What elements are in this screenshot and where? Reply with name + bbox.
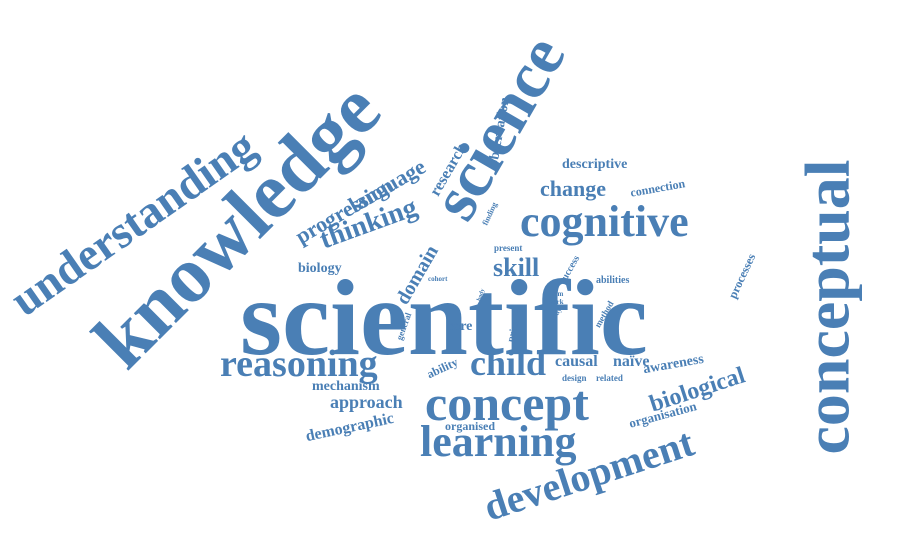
word-cohort: cohort <box>428 275 448 283</box>
word-design: design <box>562 373 587 383</box>
word-aim: aim <box>552 290 564 298</box>
word-awareness: awareness <box>642 351 705 378</box>
word-conceptual: conceptual <box>791 159 863 455</box>
word-reasoning: reasoning <box>220 343 378 385</box>
word-approach: approach <box>330 392 403 412</box>
word-learning: learning <box>420 417 577 466</box>
word-mechanism: mechanism <box>312 379 380 394</box>
word-biology: biology <box>298 261 342 276</box>
word-concept: concept <box>425 375 589 431</box>
word-related: related <box>596 373 623 383</box>
word-processes: processes <box>725 251 759 301</box>
word-demographic: demographic <box>304 409 396 446</box>
word-causal: causal <box>555 353 598 370</box>
word-work: work <box>548 298 564 306</box>
word-change: change <box>540 176 606 201</box>
word-cognitive: cognitive <box>520 197 689 246</box>
word-scientific: scientific <box>240 259 648 378</box>
word-child: child <box>470 343 547 383</box>
word-present: present <box>494 243 523 253</box>
word-descriptive: descriptive <box>562 157 628 172</box>
word-naive: naïve <box>613 353 650 370</box>
word-connection: connection <box>629 176 687 200</box>
word-skill: skill <box>493 253 540 282</box>
word-organised: organised <box>445 419 496 433</box>
word-core: core <box>447 319 473 334</box>
word-abilities: abilities <box>596 275 630 286</box>
